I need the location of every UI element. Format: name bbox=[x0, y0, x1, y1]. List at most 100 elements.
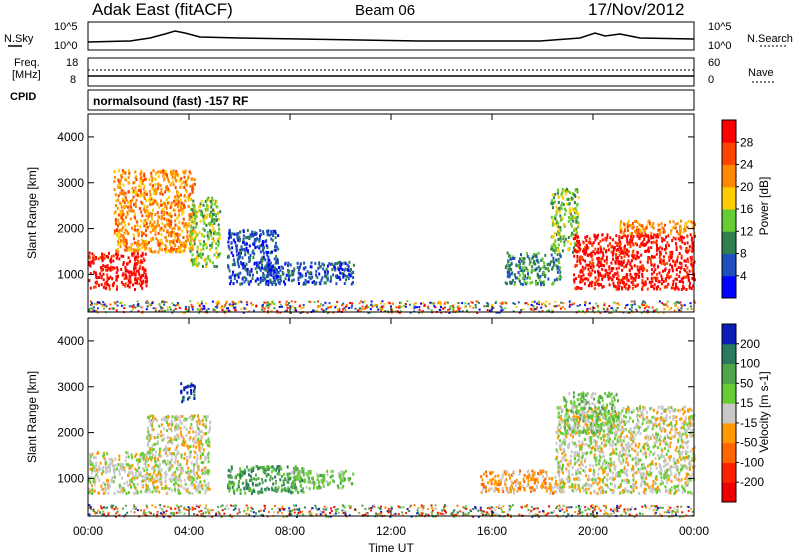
data-cell bbox=[279, 277, 282, 281]
data-cell bbox=[623, 234, 626, 238]
data-cell bbox=[499, 302, 502, 305]
data-cell bbox=[180, 193, 182, 197]
data-cell bbox=[212, 227, 215, 231]
data-cell bbox=[188, 222, 190, 226]
data-cell bbox=[626, 222, 629, 226]
data-cell bbox=[90, 302, 93, 305]
data-cell bbox=[247, 236, 250, 240]
data-cell bbox=[139, 194, 142, 198]
data-cell bbox=[653, 255, 656, 259]
data-cell bbox=[580, 275, 583, 278]
data-cell bbox=[358, 302, 361, 305]
data-cell bbox=[161, 438, 164, 442]
data-cell bbox=[590, 251, 593, 255]
data-cell bbox=[675, 242, 677, 246]
data-cell bbox=[118, 454, 121, 458]
data-cell bbox=[610, 267, 613, 271]
data-cell bbox=[92, 256, 95, 260]
data-cell bbox=[193, 205, 196, 209]
data-cell bbox=[254, 473, 257, 477]
data-cell bbox=[178, 233, 181, 237]
data-cell bbox=[296, 261, 299, 265]
data-cell bbox=[95, 273, 98, 277]
data-cell bbox=[120, 192, 123, 196]
data-cell bbox=[522, 477, 525, 481]
data-cell bbox=[143, 195, 146, 199]
data-cell bbox=[282, 266, 284, 270]
data-cell bbox=[177, 174, 180, 178]
data-cell bbox=[610, 245, 613, 249]
data-cell bbox=[149, 454, 152, 458]
data-cell bbox=[100, 266, 102, 269]
data-cell bbox=[351, 302, 354, 305]
data-cell bbox=[111, 307, 114, 309]
data-cell bbox=[124, 216, 127, 219]
data-cell bbox=[641, 275, 644, 279]
data-cell bbox=[210, 210, 213, 214]
data-cell bbox=[373, 304, 376, 307]
data-cell bbox=[166, 435, 169, 439]
data-cell bbox=[91, 492, 93, 496]
data-cell bbox=[636, 254, 639, 258]
data-cell bbox=[122, 261, 125, 264]
data-cell bbox=[94, 271, 97, 275]
data-cell bbox=[615, 258, 618, 262]
data-cell bbox=[289, 311, 292, 314]
data-cell bbox=[666, 285, 669, 289]
data-cell bbox=[579, 256, 581, 259]
data-cell bbox=[266, 467, 269, 471]
data-cell bbox=[550, 235, 553, 239]
data-cell bbox=[676, 258, 679, 262]
data-cell bbox=[144, 210, 146, 214]
data-cell bbox=[153, 477, 156, 481]
data-cell bbox=[143, 462, 146, 465]
data-cell bbox=[228, 303, 231, 306]
data-cell bbox=[267, 302, 270, 305]
data-cell bbox=[151, 474, 154, 478]
data-cell bbox=[556, 259, 559, 263]
data-cell bbox=[155, 474, 158, 478]
data-cell bbox=[259, 229, 262, 233]
data-cell bbox=[657, 247, 660, 251]
data-cell bbox=[165, 172, 168, 176]
data-cell bbox=[149, 196, 152, 199]
data-cell bbox=[177, 202, 180, 206]
data-cell bbox=[587, 277, 590, 281]
data-cell bbox=[295, 475, 298, 479]
data-cell bbox=[101, 252, 103, 256]
data-cell bbox=[170, 214, 173, 218]
data-cell bbox=[123, 307, 126, 310]
data-cell bbox=[146, 485, 149, 489]
data-cell bbox=[133, 237, 135, 241]
data-cell bbox=[217, 239, 220, 243]
data-cell bbox=[108, 267, 111, 270]
data-cell bbox=[181, 250, 184, 253]
data-cell bbox=[189, 242, 192, 246]
data-cell bbox=[274, 229, 277, 233]
data-cell bbox=[120, 202, 123, 206]
data-cell bbox=[151, 424, 154, 428]
data-cell bbox=[525, 267, 528, 271]
data-cell bbox=[323, 263, 325, 267]
data-cell bbox=[670, 307, 672, 310]
data-cell bbox=[686, 241, 689, 245]
data-cell bbox=[634, 257, 637, 261]
data-cell bbox=[191, 185, 194, 189]
data-cell bbox=[144, 193, 147, 196]
data-cell bbox=[233, 482, 236, 486]
data-cell bbox=[148, 479, 151, 483]
data-cell bbox=[134, 277, 136, 281]
data-cell bbox=[620, 220, 622, 224]
data-cell bbox=[130, 453, 133, 457]
data-cell bbox=[143, 191, 146, 195]
data-cell bbox=[149, 423, 152, 427]
data-cell bbox=[160, 473, 162, 477]
data-cell bbox=[612, 281, 615, 285]
data-cell bbox=[544, 304, 547, 307]
data-cell bbox=[349, 301, 351, 304]
data-cell bbox=[141, 483, 144, 487]
data-cell bbox=[551, 219, 554, 223]
data-cell bbox=[676, 230, 678, 234]
data-cell bbox=[669, 254, 672, 258]
data-cell bbox=[176, 216, 179, 220]
